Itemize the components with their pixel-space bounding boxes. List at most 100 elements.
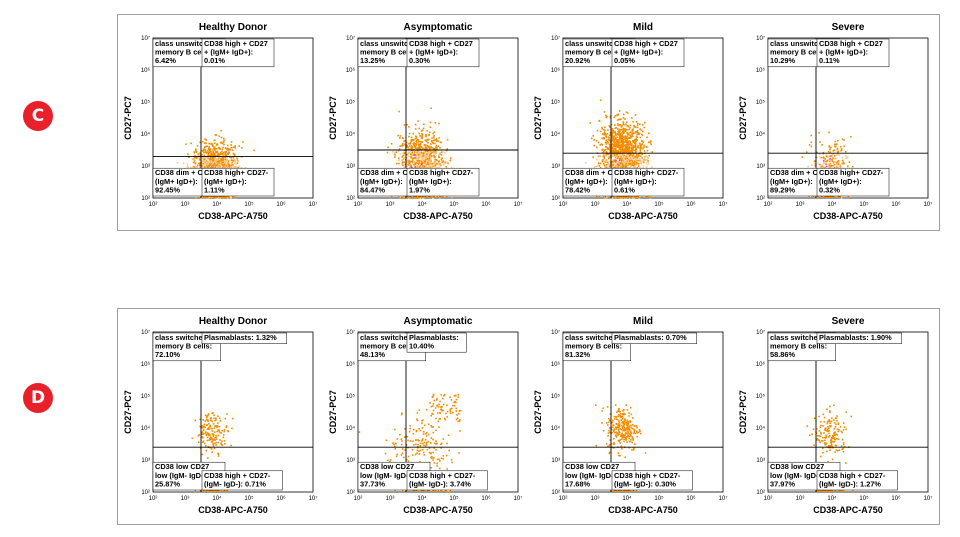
scatter-plot-1-0: Healthy Donor10²10²10³10³10⁴10⁴10⁵10⁵10⁶…: [123, 316, 317, 515]
data-point: [207, 197, 210, 199]
data-point: [398, 159, 400, 162]
data-point: [431, 164, 434, 167]
data-point: [805, 151, 808, 153]
data-point: [394, 151, 397, 154]
data-point: [820, 196, 823, 198]
data-point: [639, 159, 641, 161]
y-tick-label: 10⁶: [141, 67, 151, 74]
data-point: [425, 134, 427, 137]
data-point: [230, 164, 233, 167]
x-tick-label: 10⁵: [449, 201, 459, 208]
data-point: [621, 438, 623, 440]
gate-label-text: 10.40%: [409, 342, 434, 351]
data-point: [424, 144, 427, 147]
data-point: [608, 157, 610, 160]
data-point: [241, 146, 243, 149]
data-point: [412, 157, 415, 160]
data-point: [199, 156, 201, 159]
data-point: [396, 162, 398, 165]
data-point: [402, 137, 405, 140]
data-point: [228, 163, 231, 166]
data-point: [612, 145, 615, 148]
data-point: [620, 162, 622, 164]
data-point: [611, 151, 614, 153]
data-point: [229, 148, 232, 151]
data-point: [431, 396, 434, 398]
data-point: [215, 419, 217, 421]
data-point: [425, 135, 427, 138]
data-point: [415, 196, 417, 198]
data-point: [433, 155, 436, 157]
data-point: [194, 163, 197, 166]
data-point: [210, 160, 213, 162]
data-point: [419, 163, 421, 166]
data-point: [417, 147, 419, 149]
data-point: [608, 161, 610, 163]
x-tick-label: 10⁶: [891, 201, 901, 208]
data-point: [207, 148, 210, 151]
data-point: [396, 453, 398, 456]
data-point: [222, 436, 225, 439]
data-point: [204, 160, 207, 162]
data-point: [411, 448, 414, 451]
data-point: [835, 143, 838, 146]
data-point: [436, 140, 438, 143]
data-point: [442, 403, 445, 406]
data-point: [827, 163, 829, 166]
y-axis-label: CD27-PC7: [328, 96, 338, 140]
data-point: [613, 124, 616, 126]
data-point: [219, 197, 222, 199]
data-point: [837, 150, 839, 153]
y-tick-label: 10⁷: [141, 329, 150, 336]
data-point: [616, 157, 619, 160]
data-point: [203, 426, 206, 429]
data-point: [209, 163, 212, 165]
data-point: [194, 166, 196, 169]
data-point: [417, 159, 420, 162]
data-point: [603, 137, 605, 140]
data-point: [428, 133, 430, 136]
data-point: [636, 156, 639, 159]
data-point: [211, 490, 214, 492]
data-point: [222, 137, 225, 140]
data-point: [636, 196, 638, 198]
data-point: [622, 129, 625, 131]
data-point: [214, 196, 217, 198]
data-point: [834, 140, 837, 143]
gate-label-text: 1.97%: [409, 185, 430, 194]
data-point: [417, 439, 419, 441]
data-point: [216, 144, 219, 146]
y-tick-label: 10³: [551, 164, 560, 170]
data-point: [211, 430, 214, 432]
data-point: [438, 426, 440, 428]
data-point: [415, 135, 417, 137]
data-point: [599, 99, 602, 102]
data-point: [227, 153, 229, 156]
data-point: [426, 145, 429, 147]
data-point: [419, 153, 422, 155]
x-axis-label: CD38-APC-A750: [608, 505, 678, 515]
data-point: [607, 129, 609, 131]
data-point: [424, 445, 427, 447]
data-point: [401, 137, 404, 139]
data-point: [459, 430, 461, 432]
data-point: [201, 154, 203, 156]
data-point: [825, 196, 827, 198]
data-point: [593, 144, 596, 147]
data-point: [458, 452, 460, 454]
data-point: [221, 162, 223, 165]
data-point: [216, 426, 218, 429]
data-point: [617, 150, 620, 152]
data-point: [236, 157, 238, 160]
data-point: [413, 141, 415, 144]
data-point: [205, 139, 208, 141]
data-point: [595, 140, 598, 142]
y-axis-label: CD27-PC7: [738, 96, 748, 140]
data-point: [395, 455, 398, 458]
data-point: [810, 145, 813, 148]
data-point: [618, 148, 620, 151]
data-point: [425, 146, 428, 149]
data-point: [223, 143, 225, 146]
y-tick-label: 10⁶: [141, 361, 151, 368]
data-point: [432, 132, 434, 135]
